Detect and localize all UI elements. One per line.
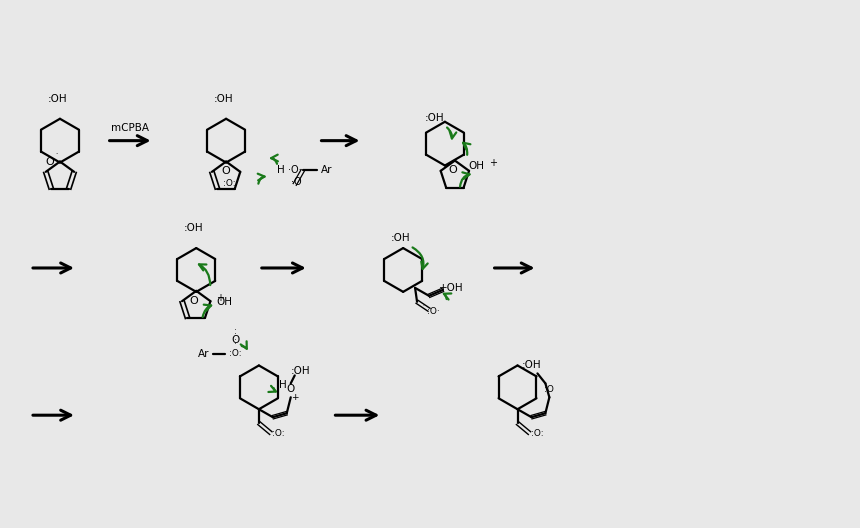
Text: :O·: :O· xyxy=(427,307,439,316)
Text: +OH: +OH xyxy=(439,283,464,293)
Text: ·: · xyxy=(55,150,57,157)
Text: :OH: :OH xyxy=(390,233,410,243)
Text: O: O xyxy=(449,165,458,175)
Text: H: H xyxy=(277,165,285,175)
Text: O: O xyxy=(230,335,239,345)
Text: mCPBA: mCPBA xyxy=(111,122,149,133)
Text: ·: · xyxy=(422,303,424,308)
Text: :OH: :OH xyxy=(425,113,445,123)
Text: :OH: :OH xyxy=(183,223,203,233)
Text: :O:: :O: xyxy=(273,429,286,438)
Text: :O:: :O: xyxy=(229,349,242,358)
Text: :O:: :O: xyxy=(223,179,236,188)
Text: OH: OH xyxy=(469,161,485,171)
Text: :O: :O xyxy=(544,385,555,394)
Text: :OH: :OH xyxy=(291,366,310,376)
Text: +: + xyxy=(216,293,224,303)
Text: :OH: :OH xyxy=(522,361,541,371)
Text: O: O xyxy=(222,166,230,176)
Text: OH: OH xyxy=(216,297,232,307)
Text: ·O: ·O xyxy=(292,177,302,187)
Text: :O:: :O: xyxy=(531,429,544,438)
Text: Ar: Ar xyxy=(321,165,332,175)
Text: :OH: :OH xyxy=(213,94,233,104)
Text: ·: · xyxy=(43,150,46,157)
Text: O: O xyxy=(286,384,295,394)
Text: :: : xyxy=(234,337,237,346)
Text: +: + xyxy=(488,157,497,167)
Text: +: + xyxy=(291,393,298,402)
Text: :: : xyxy=(234,327,237,336)
Text: H: H xyxy=(279,380,286,390)
Text: O: O xyxy=(46,156,54,166)
Text: :OH: :OH xyxy=(48,94,68,104)
Text: Ar: Ar xyxy=(198,348,209,359)
Text: ·O·: ·O· xyxy=(288,165,302,175)
Text: O: O xyxy=(190,296,199,306)
